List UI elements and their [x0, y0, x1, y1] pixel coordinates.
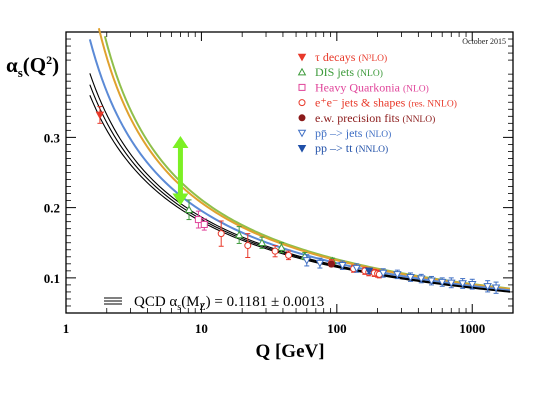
marker — [298, 83, 306, 91]
series-heavy-quarkonia — [194, 210, 208, 231]
legend-label: τ decays (N³LO) — [315, 50, 387, 64]
y-tick-label: 0.1 — [44, 271, 60, 286]
marker — [298, 114, 306, 122]
legend-label: pp –> tt (NNLO) — [315, 141, 388, 155]
y-axis-label: αs(Q2) — [6, 53, 59, 80]
marker — [491, 284, 501, 293]
arrow-head-top — [172, 135, 189, 148]
marker — [302, 257, 312, 265]
legend-item: pp –> tt (NNLO) — [297, 141, 388, 155]
marker — [298, 99, 306, 107]
y-tick-label: 0.3 — [44, 130, 61, 145]
double-arrow — [172, 135, 189, 206]
legend-item: DIS jets (NLO) — [297, 65, 383, 79]
band-edge-line — [89, 95, 511, 293]
marker — [315, 259, 325, 268]
series-pp-jets — [302, 254, 501, 294]
legend: τ decays (N³LO)DIS jets (NLO)Heavy Quark… — [297, 50, 457, 155]
marker — [217, 230, 225, 238]
legend-item: τ decays (N³LO) — [297, 50, 387, 64]
legend-label: e.w. precision fits (NNLO) — [315, 111, 435, 125]
data-points — [95, 105, 501, 294]
band-legend: QCD αs(MZ) = 0.1181 ± 0.0013 — [104, 294, 324, 313]
marker — [427, 277, 436, 286]
legend-item: pp̄ –> jets (NLO) — [297, 126, 391, 140]
marker — [277, 243, 286, 251]
marker — [378, 269, 388, 278]
marker — [458, 280, 467, 288]
marker — [437, 278, 447, 287]
marker — [184, 205, 194, 213]
arrow-head-bottom — [172, 193, 189, 206]
x-tick-label: 1000 — [459, 321, 485, 336]
marker — [467, 280, 477, 289]
marker — [352, 264, 361, 273]
marker — [297, 67, 307, 76]
series-pp-tt — [364, 267, 374, 276]
legend-item: e⁺e⁻ jets & shapes (res. NNLO) — [298, 96, 457, 110]
marker — [483, 283, 492, 291]
marker — [285, 251, 293, 259]
marker — [95, 111, 105, 120]
comparison-curve — [103, 35, 511, 290]
date-label: October 2015 — [462, 37, 506, 46]
comparison-curve — [88, 39, 511, 292]
x-tick-label: 100 — [327, 321, 347, 336]
marker — [194, 216, 202, 224]
marker — [416, 275, 426, 284]
marker — [297, 129, 307, 138]
x-axis-label: Q [GeV] — [255, 341, 324, 362]
marker — [297, 53, 307, 62]
axis-ticks: 1 10 100 1000 0.1 0.2 0.3 — [44, 32, 514, 336]
marker — [447, 279, 456, 288]
marker — [234, 230, 244, 239]
legend-label: Heavy Quarkonia (NLO) — [315, 80, 429, 94]
legend-label: pp̄ –> jets (NLO) — [315, 126, 391, 140]
series-e-w-precision-fits — [327, 260, 335, 268]
series--decays — [95, 105, 105, 124]
qcd-band — [89, 73, 511, 293]
marker — [297, 144, 307, 153]
marker — [406, 273, 415, 282]
marker — [244, 242, 252, 250]
marker — [393, 271, 402, 279]
marker — [271, 247, 279, 255]
marker — [338, 262, 347, 270]
legend-item: e.w. precision fits (NNLO) — [298, 111, 435, 125]
band-label: QCD αs(MZ) = 0.1181 ± 0.0013 — [134, 294, 324, 313]
legend-item: Heavy Quarkonia (NLO) — [298, 80, 429, 94]
marker — [257, 238, 267, 246]
x-tick-label: 1 — [63, 321, 70, 336]
x-tick-label: 10 — [195, 321, 208, 336]
marker — [364, 267, 374, 276]
y-tick-label: 0.2 — [44, 201, 60, 216]
marker — [200, 220, 208, 228]
comparison-curves — [88, 28, 511, 292]
legend-label: DIS jets (NLO) — [315, 65, 383, 79]
marker — [327, 260, 335, 268]
plot-frame — [65, 31, 514, 314]
legend-label: e⁺e⁻ jets & shapes (res. NNLO) — [315, 96, 457, 110]
